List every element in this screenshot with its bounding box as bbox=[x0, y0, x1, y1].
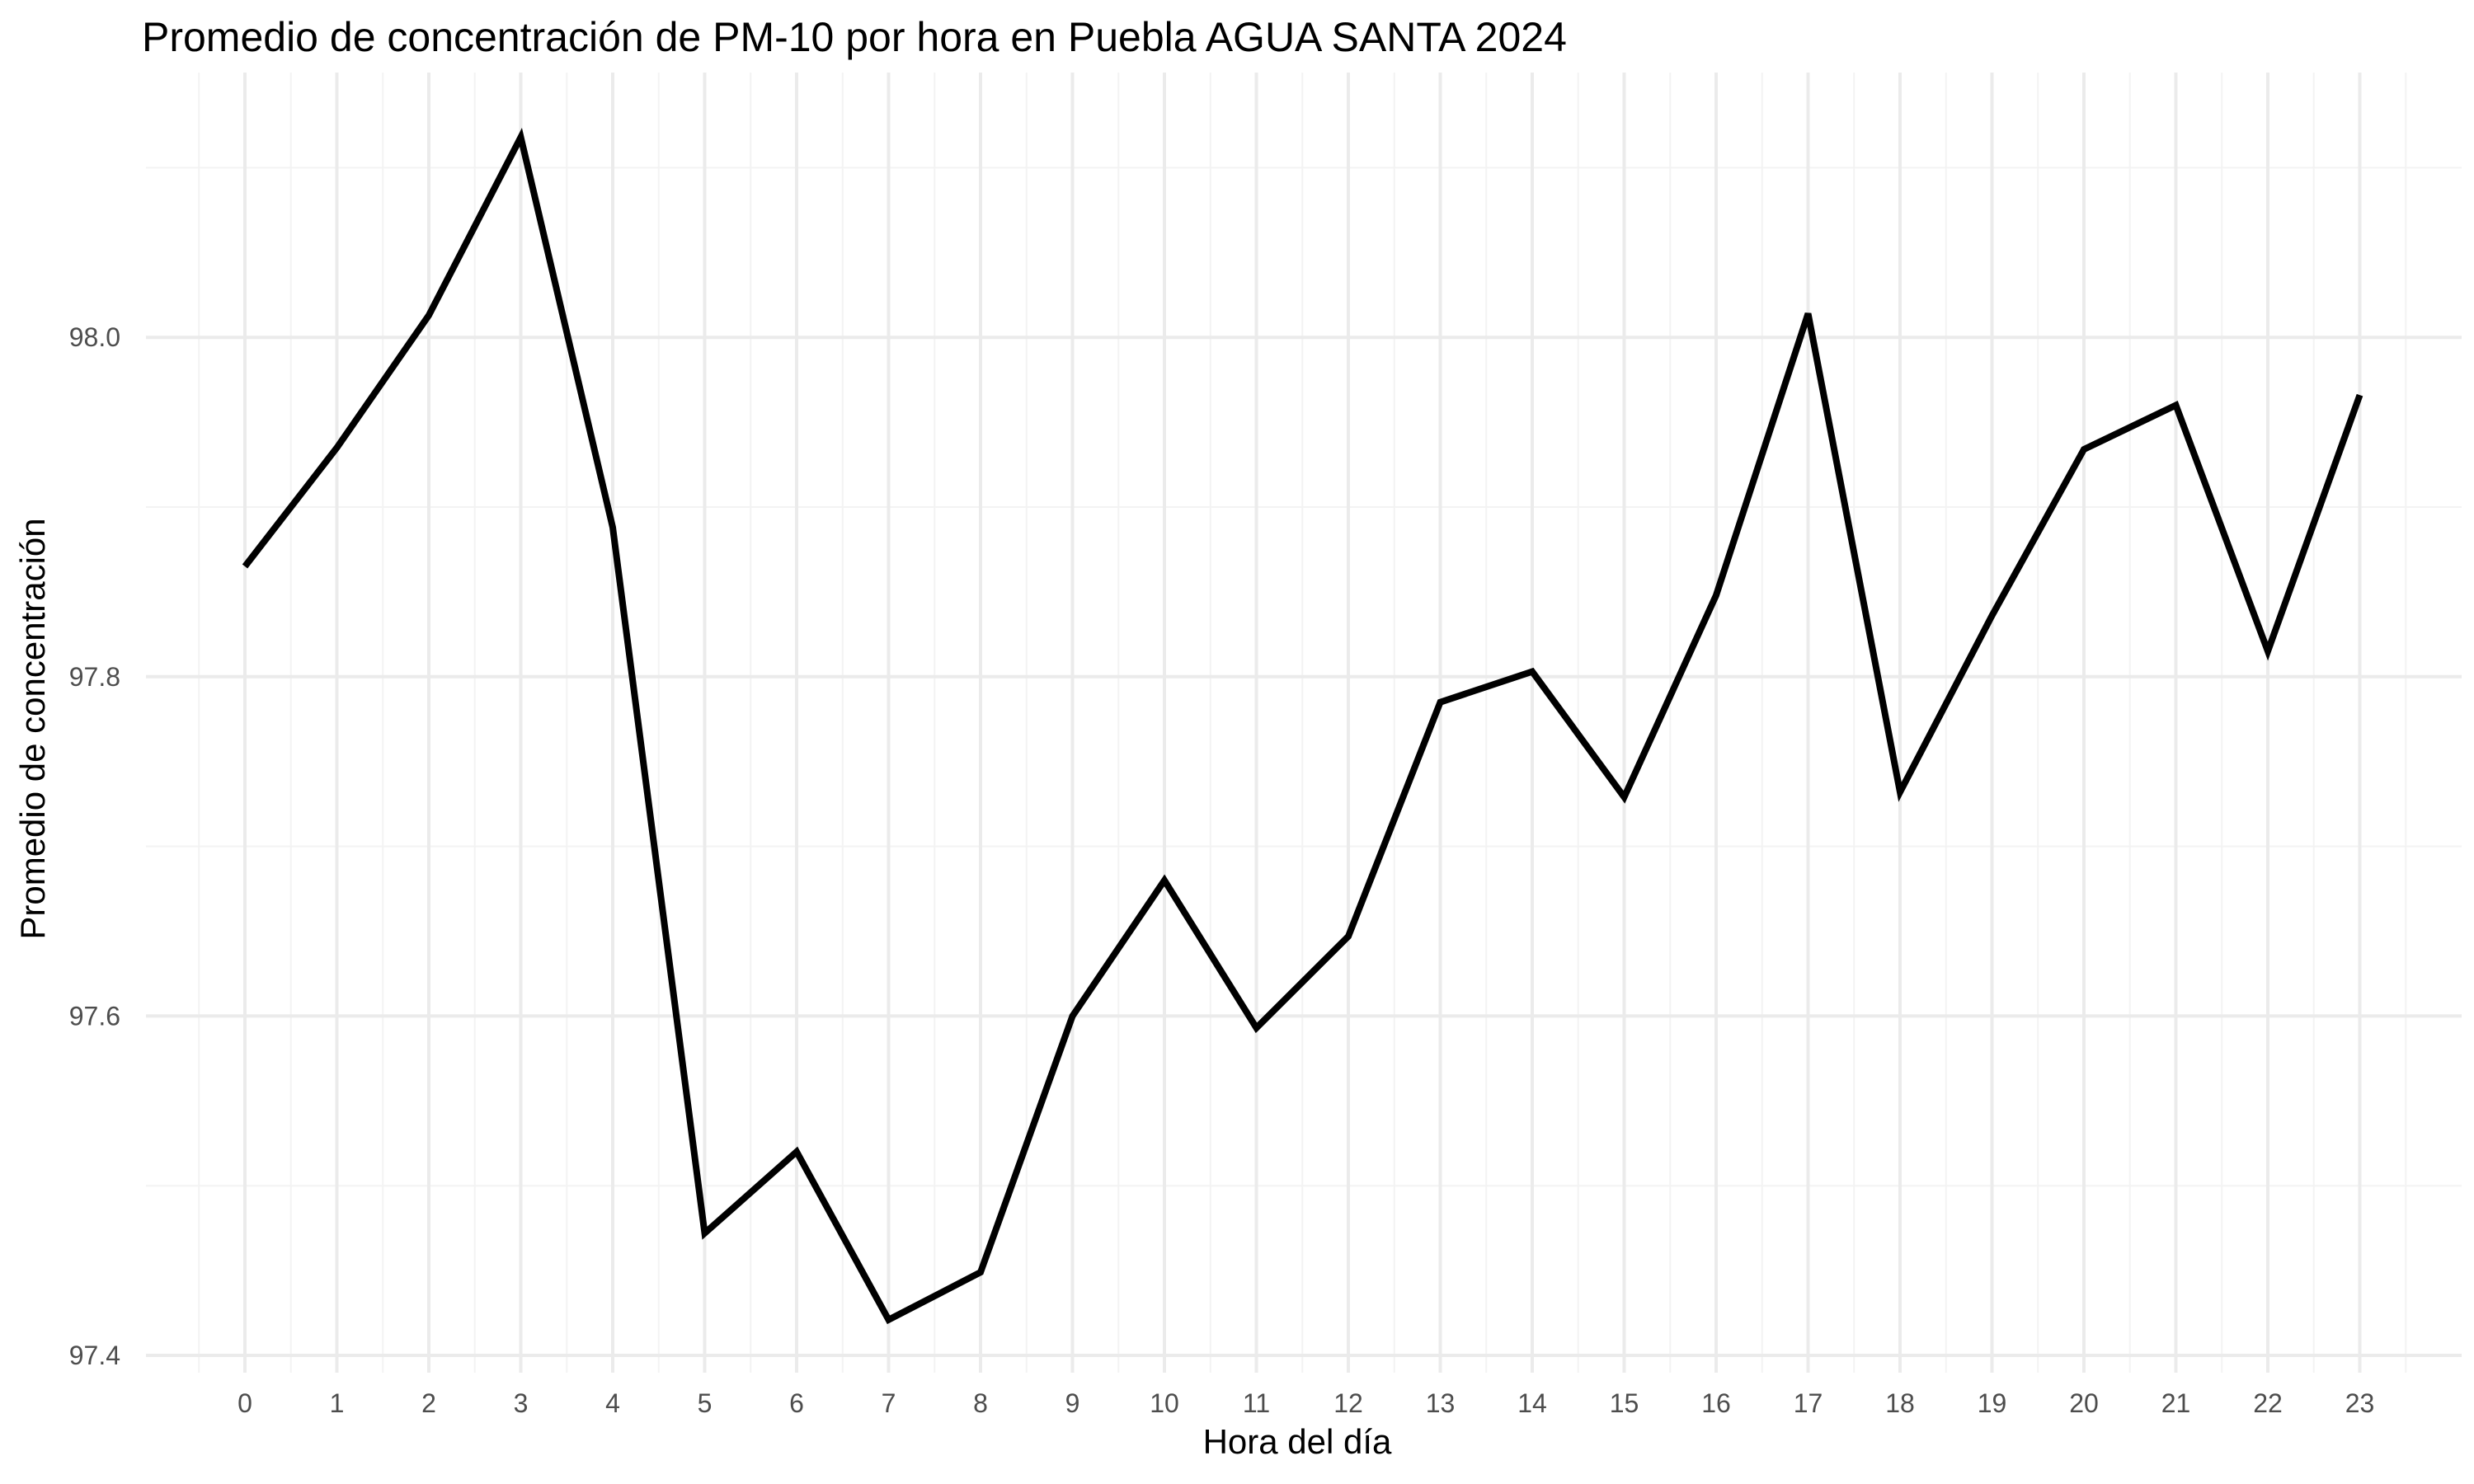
x-tick-label: 17 bbox=[1794, 1388, 1823, 1418]
x-tick-label: 18 bbox=[1885, 1388, 1915, 1418]
x-tick-label: 15 bbox=[1610, 1388, 1639, 1418]
x-tick-label: 11 bbox=[1243, 1388, 1270, 1418]
y-tick-label: 97.4 bbox=[69, 1341, 120, 1370]
series-line bbox=[242, 127, 2363, 1325]
x-tick-label: 5 bbox=[698, 1388, 713, 1418]
y-axis-tick-labels: 97.4 97.6 97.8 98.0 bbox=[69, 322, 120, 1370]
x-tick-label: 3 bbox=[514, 1388, 529, 1418]
x-tick-label: 23 bbox=[2345, 1388, 2375, 1418]
x-tick-label: 12 bbox=[1333, 1388, 1363, 1418]
x-tick-label: 19 bbox=[1978, 1388, 2007, 1418]
x-tick-label: 16 bbox=[1701, 1388, 1731, 1418]
grid bbox=[146, 73, 2462, 1373]
y-tick-label: 97.6 bbox=[69, 1001, 120, 1031]
y-axis-title: Promedio de concentración bbox=[13, 518, 52, 939]
x-tick-label: 9 bbox=[1065, 1388, 1080, 1418]
x-tick-label: 20 bbox=[2069, 1388, 2099, 1418]
x-axis-tick-labels: 0 1 2 3 4 5 6 7 8 9 10 11 12 13 14 15 16 17 18 19 20 21 22 23 bbox=[238, 1388, 2374, 1418]
x-tick-label: 10 bbox=[1150, 1388, 1179, 1418]
x-tick-label: 13 bbox=[1426, 1388, 1456, 1418]
y-tick-label: 97.8 bbox=[69, 662, 120, 692]
x-tick-label: 4 bbox=[605, 1388, 620, 1418]
x-tick-label: 21 bbox=[2161, 1388, 2191, 1418]
x-tick-label: 1 bbox=[330, 1388, 345, 1418]
x-tick-label: 14 bbox=[1517, 1388, 1547, 1418]
x-tick-label: 2 bbox=[421, 1388, 436, 1418]
chart-title: Promedio de concentración de PM-10 por h… bbox=[142, 14, 1567, 60]
x-axis-title: Hora del día bbox=[1203, 1422, 1392, 1461]
x-tick-label: 8 bbox=[973, 1388, 988, 1418]
x-tick-label: 22 bbox=[2253, 1388, 2283, 1418]
x-tick-label: 6 bbox=[789, 1388, 804, 1418]
x-tick-label: 7 bbox=[882, 1388, 896, 1418]
x-tick-label: 0 bbox=[238, 1388, 252, 1418]
y-tick-label: 98.0 bbox=[69, 322, 120, 352]
